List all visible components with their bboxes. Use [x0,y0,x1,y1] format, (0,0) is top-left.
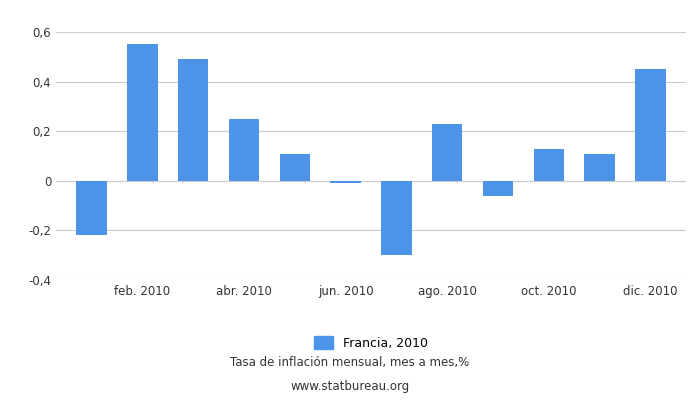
Bar [382,181,412,255]
Bar [635,69,666,181]
Bar [533,148,564,181]
Bar [584,154,615,181]
Bar [483,181,513,196]
Bar [127,44,158,181]
Bar [330,181,360,183]
Bar [432,124,463,181]
Text: Tasa de inflación mensual, mes a mes,%: Tasa de inflación mensual, mes a mes,% [230,356,470,369]
Bar [178,59,209,181]
Bar [76,181,107,235]
Bar [229,119,259,181]
Legend: Francia, 2010: Francia, 2010 [309,331,433,354]
Bar [279,154,310,181]
Text: www.statbureau.org: www.statbureau.org [290,380,410,393]
